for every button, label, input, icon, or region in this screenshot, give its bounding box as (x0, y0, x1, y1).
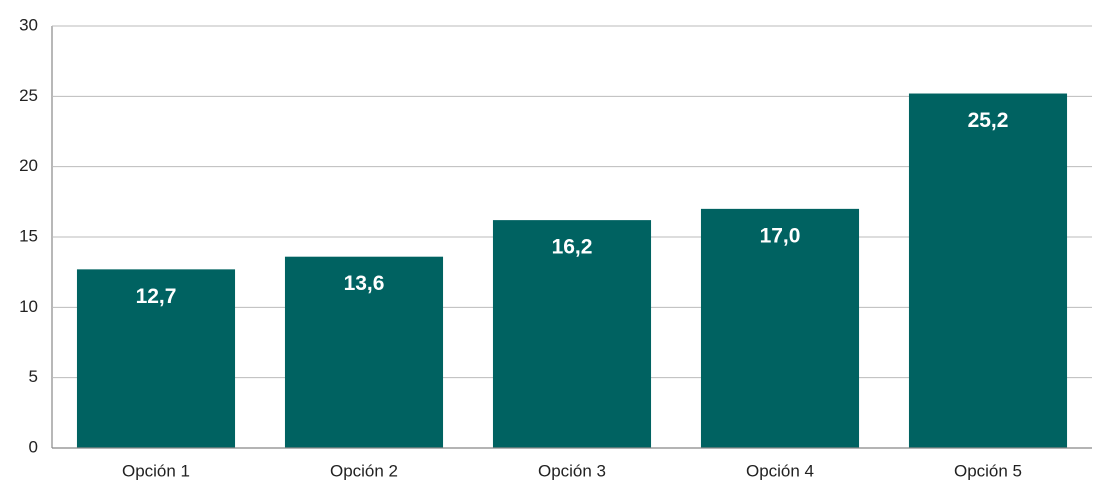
bar (76, 269, 236, 448)
bar (700, 208, 860, 448)
y-tick-label: 25 (19, 86, 38, 105)
y-tick-label: 20 (19, 156, 38, 175)
value-label: 17,0 (760, 224, 801, 247)
y-tick-label: 15 (19, 226, 38, 245)
value-label: 12,7 (136, 285, 177, 308)
y-tick-label: 30 (19, 15, 38, 34)
x-tick-label: Opción 2 (330, 461, 398, 480)
bar (908, 93, 1068, 449)
x-tick-label: Opción 3 (538, 461, 606, 480)
value-label: 16,2 (552, 236, 593, 259)
y-tick-label: 0 (29, 437, 38, 456)
x-tick-label: Opción 5 (954, 461, 1022, 480)
bar (492, 220, 652, 448)
x-tick-label: Opción 4 (746, 461, 814, 480)
y-tick-label: 10 (19, 297, 38, 316)
x-tick-label: Opción 1 (122, 461, 190, 480)
value-label: 25,2 (968, 109, 1009, 132)
value-label: 13,6 (344, 272, 385, 295)
bar (284, 256, 444, 448)
y-tick-label: 5 (29, 367, 38, 386)
